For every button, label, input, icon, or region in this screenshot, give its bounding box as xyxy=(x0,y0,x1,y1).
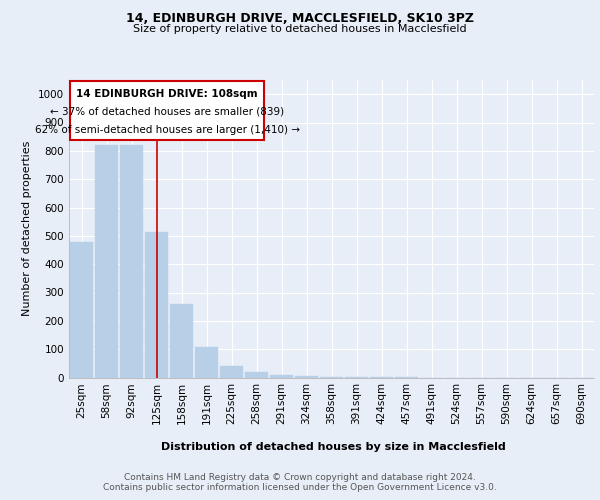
Y-axis label: Number of detached properties: Number of detached properties xyxy=(22,141,32,316)
Text: Contains HM Land Registry data © Crown copyright and database right 2024.: Contains HM Land Registry data © Crown c… xyxy=(124,472,476,482)
Text: 14, EDINBURGH DRIVE, MACCLESFIELD, SK10 3PZ: 14, EDINBURGH DRIVE, MACCLESFIELD, SK10 … xyxy=(126,12,474,26)
Bar xyxy=(70,242,94,378)
FancyBboxPatch shape xyxy=(70,82,264,140)
Text: Contains public sector information licensed under the Open Government Licence v3: Contains public sector information licen… xyxy=(103,484,497,492)
Bar xyxy=(220,366,244,378)
Bar xyxy=(344,377,368,378)
Bar xyxy=(119,145,143,378)
Bar xyxy=(320,376,343,378)
Bar xyxy=(170,304,193,378)
Text: Distribution of detached houses by size in Macclesfield: Distribution of detached houses by size … xyxy=(161,442,505,452)
Bar xyxy=(269,374,293,378)
Bar xyxy=(145,232,169,378)
Text: ← 37% of detached houses are smaller (839): ← 37% of detached houses are smaller (83… xyxy=(50,107,284,117)
Text: 14 EDINBURGH DRIVE: 108sqm: 14 EDINBURGH DRIVE: 108sqm xyxy=(76,90,258,100)
Bar xyxy=(295,376,319,378)
Text: Size of property relative to detached houses in Macclesfield: Size of property relative to detached ho… xyxy=(133,24,467,34)
Bar xyxy=(95,145,118,378)
Bar xyxy=(245,372,268,378)
Text: 62% of semi-detached houses are larger (1,410) →: 62% of semi-detached houses are larger (… xyxy=(35,126,299,136)
Bar xyxy=(194,347,218,378)
